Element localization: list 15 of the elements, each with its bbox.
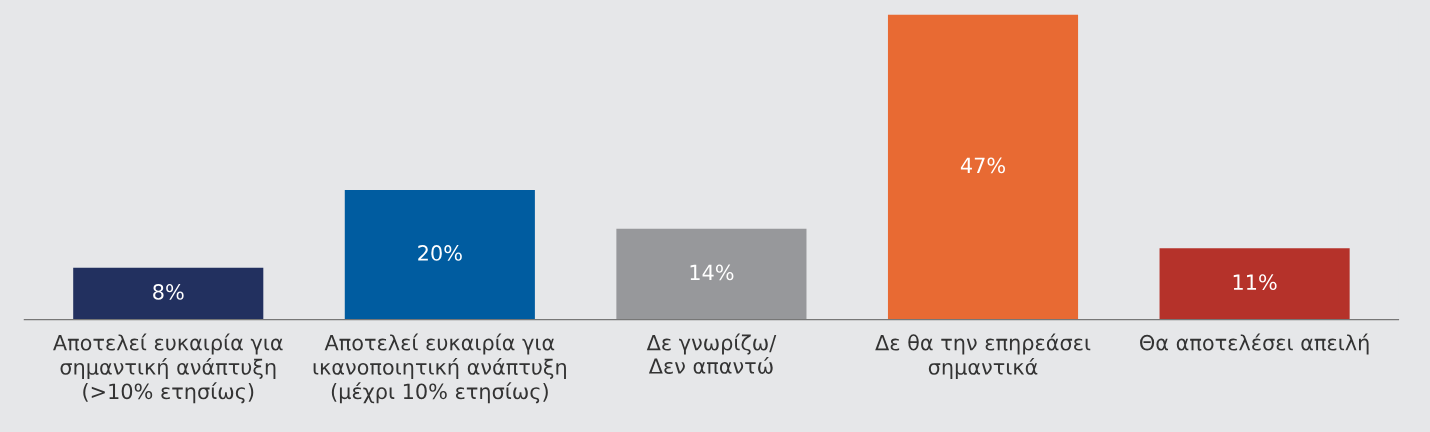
data-label: 8% xyxy=(153,284,184,300)
data-label: 47% xyxy=(960,157,1006,174)
bar xyxy=(344,189,535,320)
bar xyxy=(616,228,807,320)
bar xyxy=(887,14,1079,320)
x-tick-label: Αποτελεί ευκαιρία για σημαντική ανάπτυξη (>10% ετησίως) xyxy=(53,333,283,404)
x-tick-label: Θα αποτελέσει απειλή xyxy=(1140,333,1369,355)
data-label: 11% xyxy=(1233,274,1277,291)
x-tick-label: Δε θα την επηρεάσει σημαντικά xyxy=(875,333,1091,379)
data-label: 20% xyxy=(418,245,462,261)
bar xyxy=(1159,248,1350,320)
bar xyxy=(73,267,264,320)
x-tick-label: Αποτελεί ευκαιρία για ικανοποιητική ανάπτυξη (μέχρι 10% ετησίως) xyxy=(313,333,566,404)
data-label: 14% xyxy=(690,264,734,281)
x-tick-label: Δε γνωρίζω/ Δεν απαντώ xyxy=(646,333,777,374)
